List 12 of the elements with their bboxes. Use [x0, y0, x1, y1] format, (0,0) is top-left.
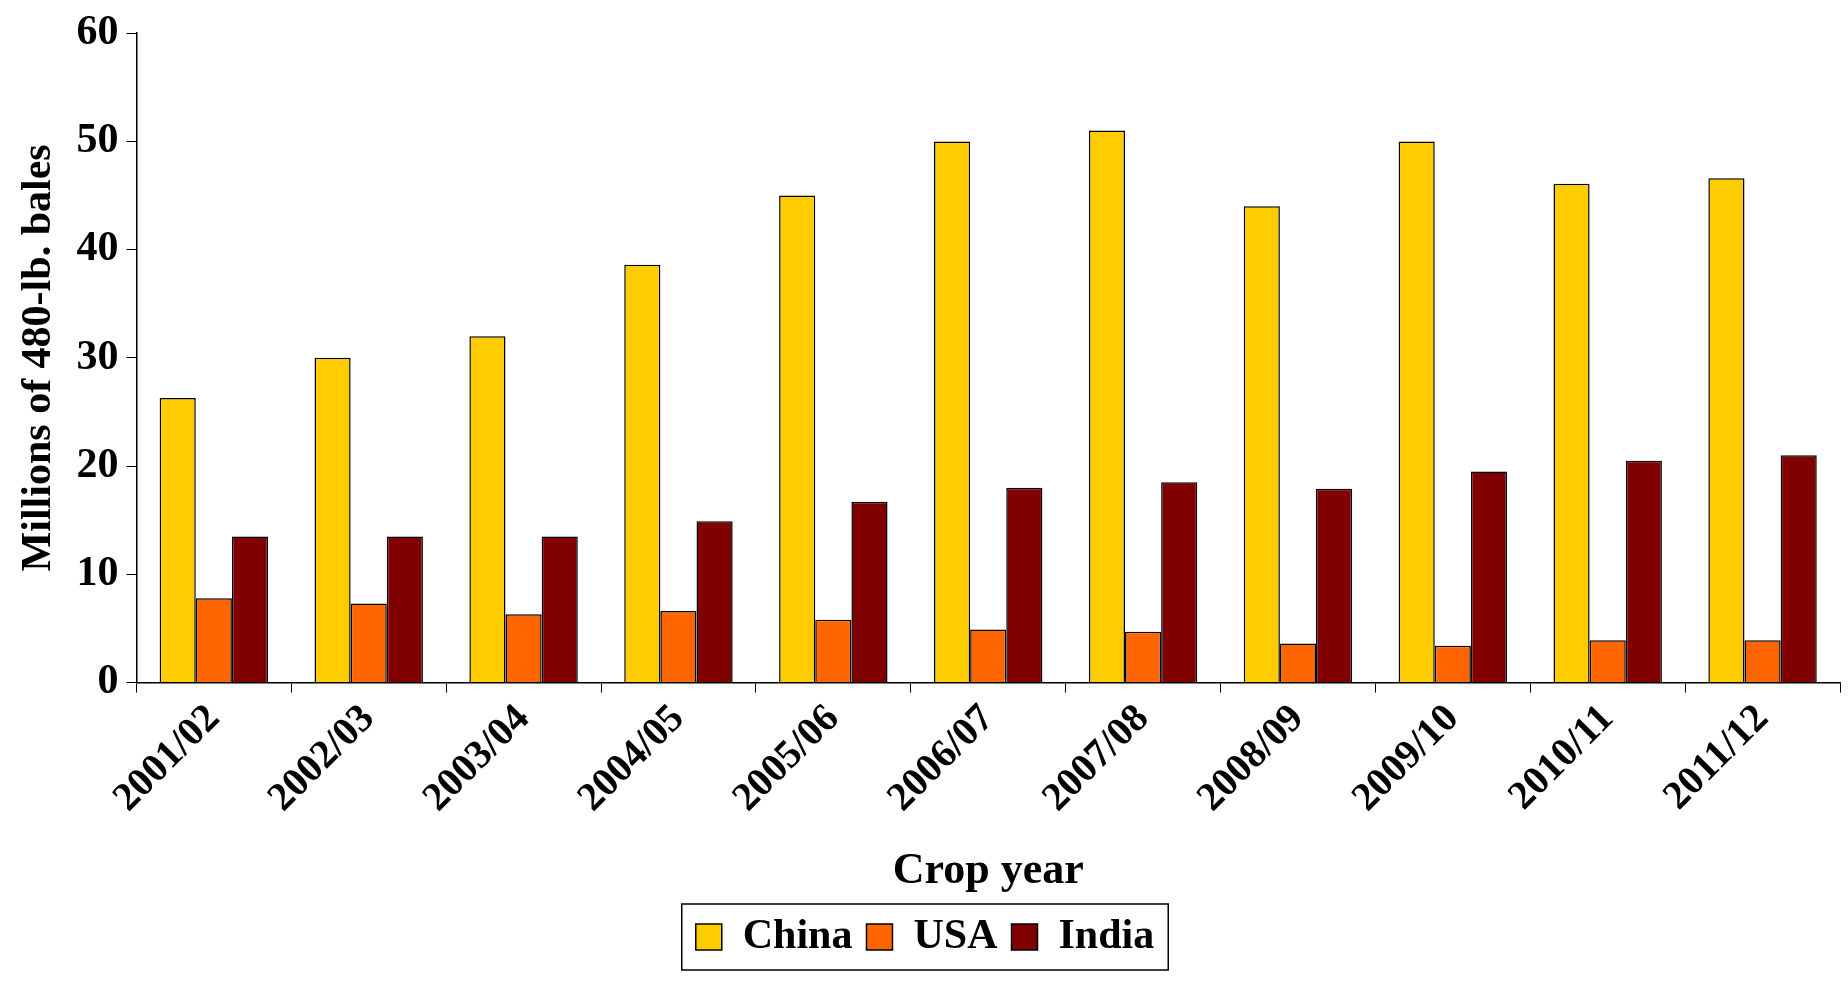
y-axis-title: Millions of 480-lb. bales [13, 144, 60, 572]
legend-label: USA [913, 910, 999, 957]
y-tick-label: 10 [76, 548, 119, 595]
y-tick-label: 0 [97, 656, 119, 703]
y-tick-label: 50 [76, 115, 119, 162]
legend-label: India [1058, 910, 1155, 957]
legend-label: China [742, 910, 853, 957]
y-tick-label: 20 [76, 439, 119, 486]
y-tick-label: 60 [76, 7, 119, 54]
x-axis-title: Crop year [892, 843, 1084, 893]
y-tick-label: 30 [76, 331, 119, 378]
y-tick-label: 40 [76, 223, 119, 270]
